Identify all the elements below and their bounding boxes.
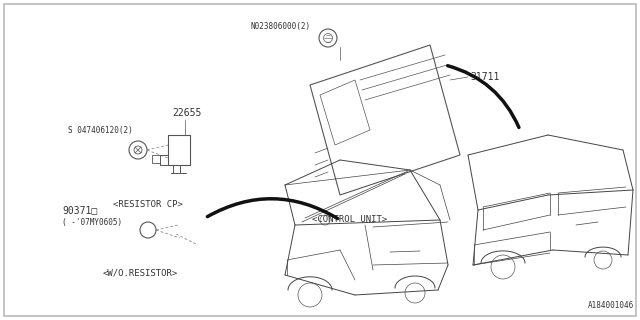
Text: 31711: 31711 [470, 72, 499, 82]
Text: 22655: 22655 [172, 108, 202, 118]
Text: N023806000(2): N023806000(2) [250, 22, 310, 31]
Text: A184001046: A184001046 [588, 301, 634, 310]
Text: S 047406120(2): S 047406120(2) [68, 126, 132, 135]
Text: ( -'07MY0605): ( -'07MY0605) [62, 218, 122, 227]
Text: <RESISTOR CP>: <RESISTOR CP> [113, 200, 183, 209]
Text: <W/O.RESISTOR>: <W/O.RESISTOR> [102, 268, 178, 277]
Text: 90371□: 90371□ [62, 205, 97, 215]
Text: <CONTROL UNIT>: <CONTROL UNIT> [312, 215, 388, 224]
